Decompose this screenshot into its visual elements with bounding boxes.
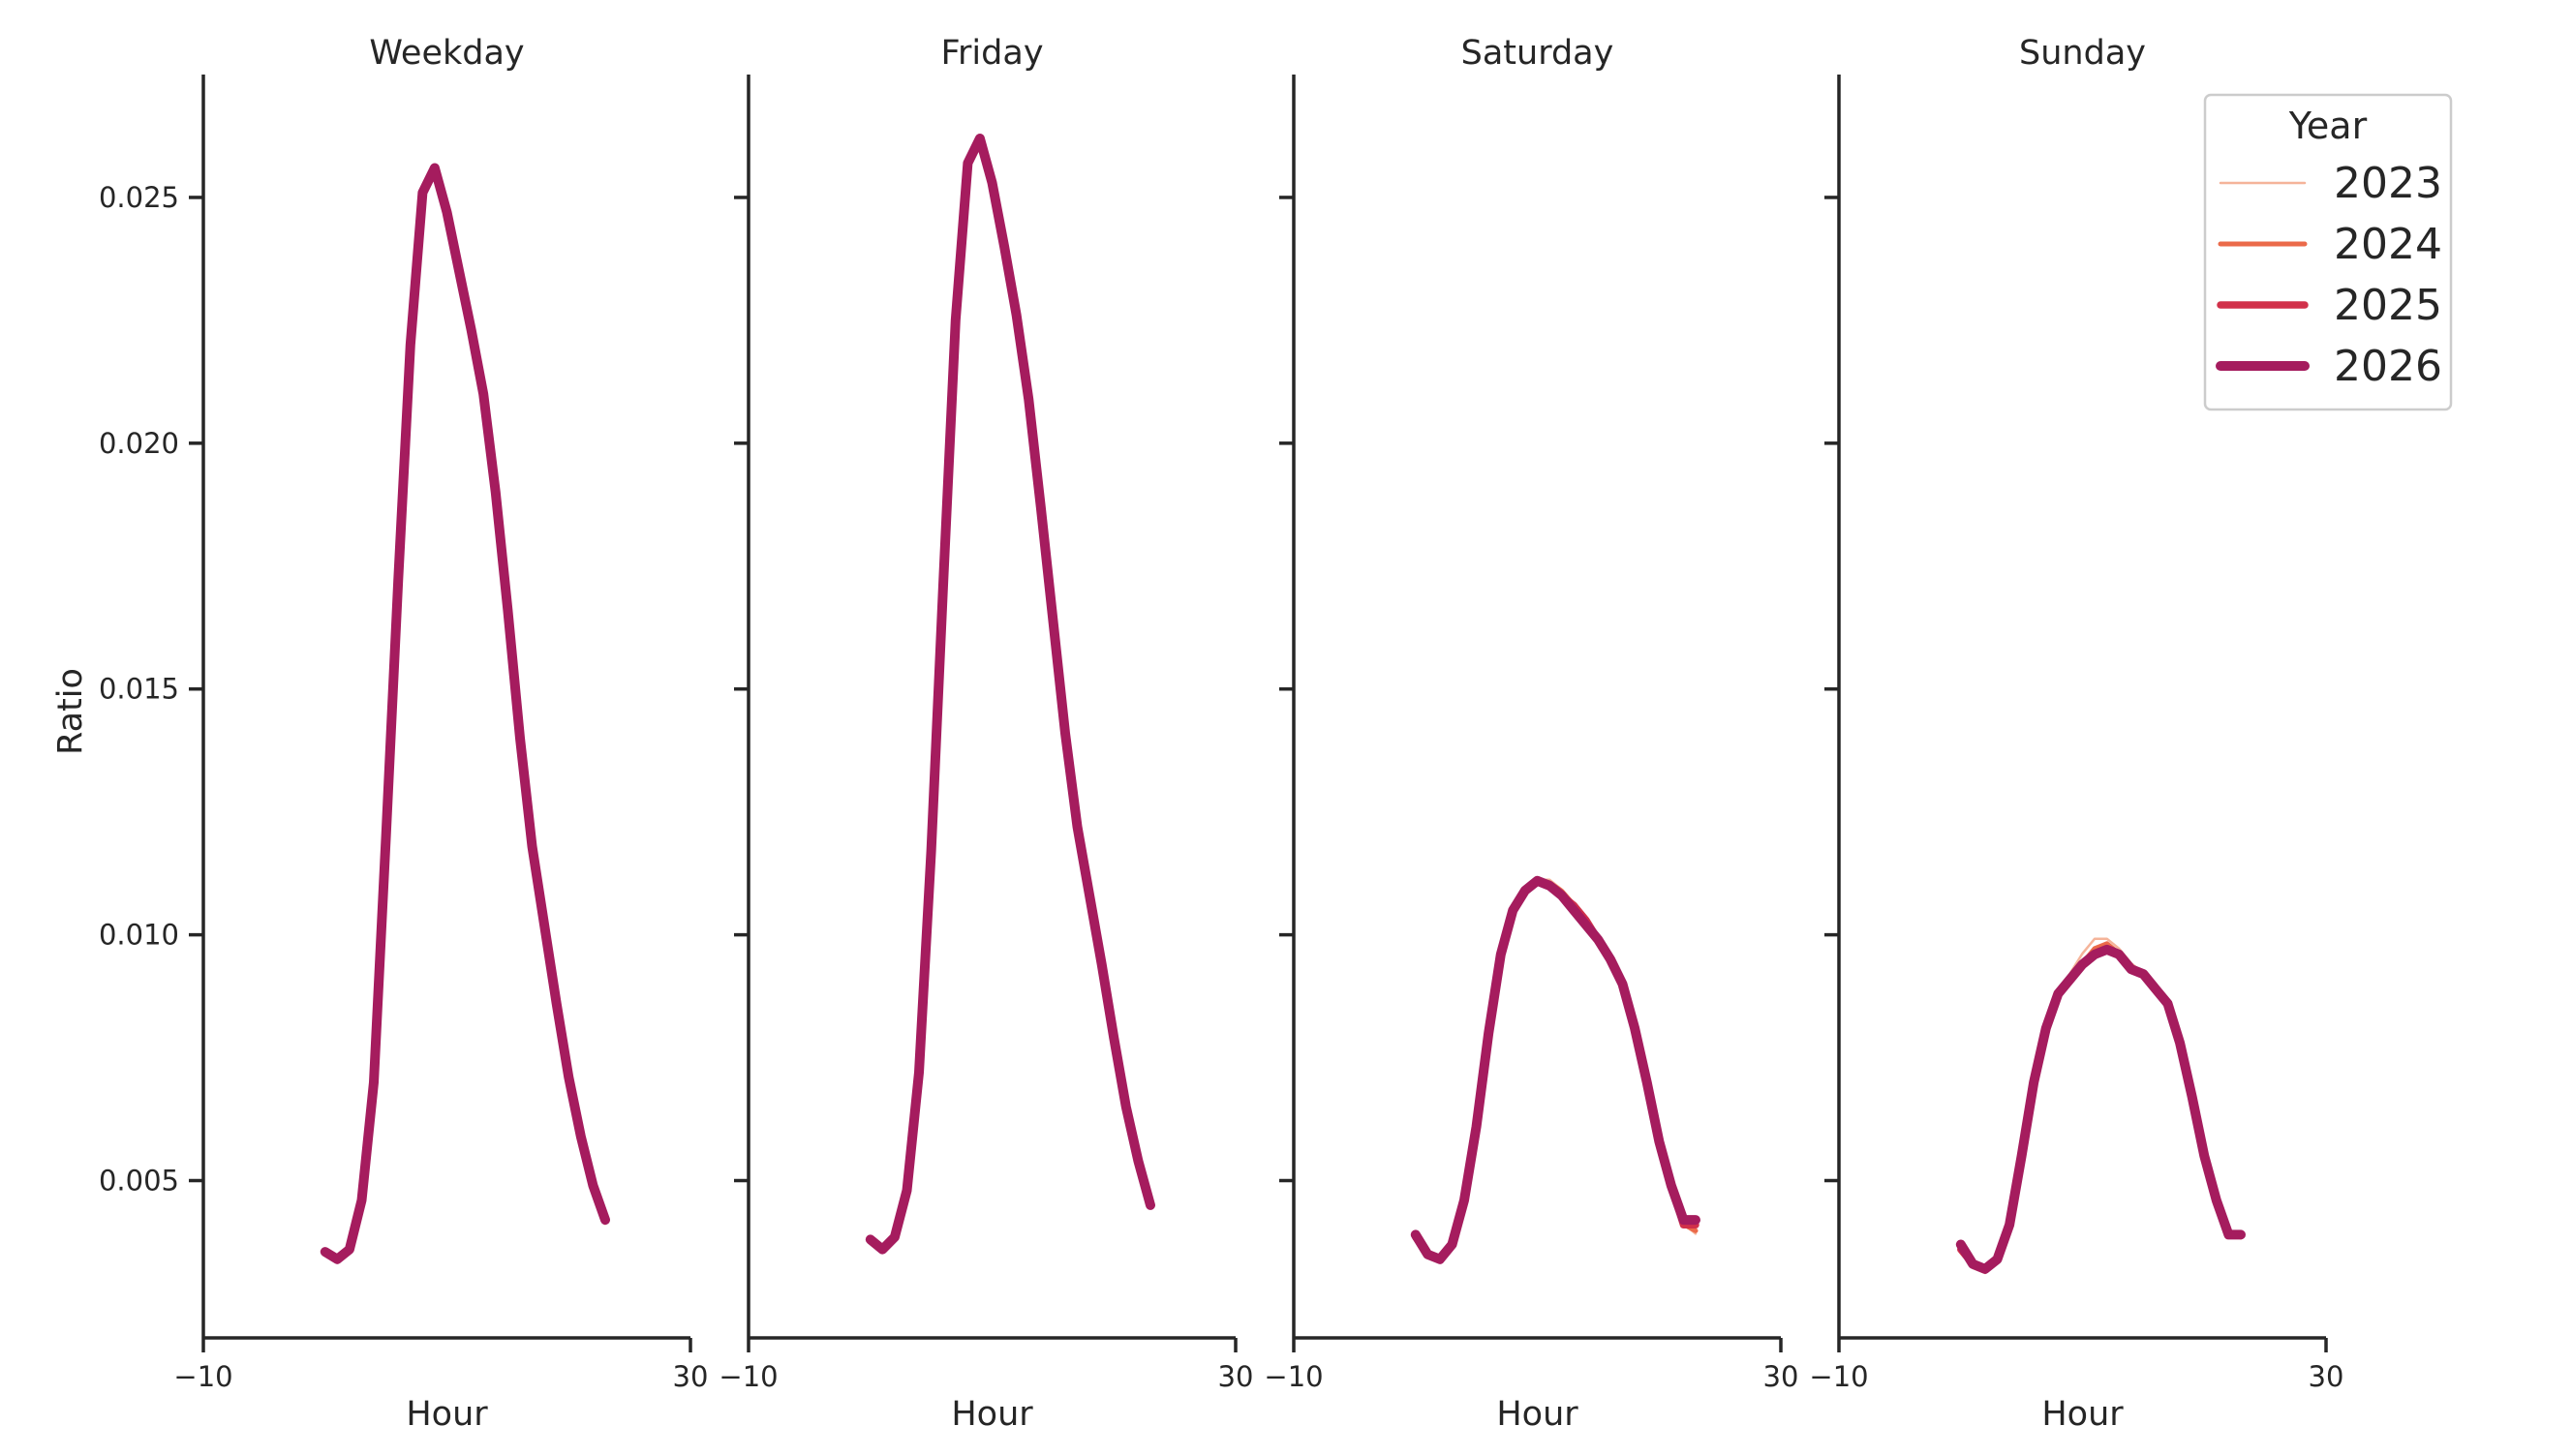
- x-tick-label: −10: [1809, 1360, 1868, 1393]
- series-line-2026: [320, 163, 610, 1264]
- x-axis-label: Hour: [406, 1395, 488, 1434]
- x-axis-label: Hour: [951, 1395, 1033, 1434]
- series-line-2023: [1414, 878, 1698, 1259]
- panel-friday: Friday −10 30 Hour: [719, 34, 1253, 1434]
- legend[interactable]: Year 2023 2024 2025 2026: [2203, 93, 2453, 411]
- panel-title: Sunday: [2019, 34, 2146, 73]
- series-line-2024: [322, 165, 608, 1261]
- legend-frame: [2203, 93, 2453, 411]
- x-tick-label: 30: [1763, 1360, 1799, 1393]
- series-line-2026: [865, 134, 1155, 1255]
- series-line-2023: [323, 166, 607, 1259]
- x-tick-label: −10: [719, 1360, 778, 1393]
- series-line-2025: [1412, 877, 1699, 1263]
- x-tick-label: 30: [1218, 1360, 1254, 1393]
- x-tick-label: −10: [173, 1360, 232, 1393]
- series-line-2026: [1410, 875, 1700, 1264]
- panel-title: Saturday: [1461, 34, 1614, 73]
- x-axis-label: Hour: [2041, 1395, 2124, 1434]
- series-line-2025: [322, 164, 609, 1263]
- panel-saturday: Saturday −10 30 Hour: [1264, 34, 1798, 1434]
- y-tick-label: 0.010: [99, 919, 179, 952]
- legend-title: Year: [2288, 105, 2368, 147]
- series-line-2024: [1413, 877, 1699, 1261]
- panel-weekday: Weekday 0.005 0.010 0.015 0.020 0.025 −10 30 Hou…: [99, 34, 708, 1434]
- x-tick-label: 30: [2309, 1360, 2344, 1393]
- y-tick-label: 0.020: [99, 427, 179, 460]
- legend-label-2024: 2024: [2334, 220, 2442, 269]
- legend-label-2023: 2023: [2334, 159, 2442, 208]
- x-axis-label: Hour: [1496, 1395, 1578, 1434]
- legend-label-2025: 2025: [2334, 281, 2442, 330]
- panels-layer: Weekday 0.005 0.010 0.015 0.020 0.025 −10 30 Hou…: [99, 34, 2343, 1434]
- y-tick-label: 0.015: [99, 673, 179, 706]
- x-tick-label: −10: [1264, 1360, 1323, 1393]
- y-axis-label: Ratio: [51, 668, 90, 755]
- y-tick-label: 0.025: [99, 181, 179, 214]
- panel-title: Weekday: [369, 34, 524, 73]
- series-line-2026: [1955, 944, 2246, 1274]
- panel-sunday: Sunday −10 30 Hour: [1809, 34, 2343, 1434]
- x-tick-label: 30: [673, 1360, 709, 1393]
- y-tick-label: 0.005: [99, 1165, 179, 1198]
- legend-label-2026: 2026: [2334, 342, 2442, 391]
- panel-title: Friday: [940, 34, 1043, 73]
